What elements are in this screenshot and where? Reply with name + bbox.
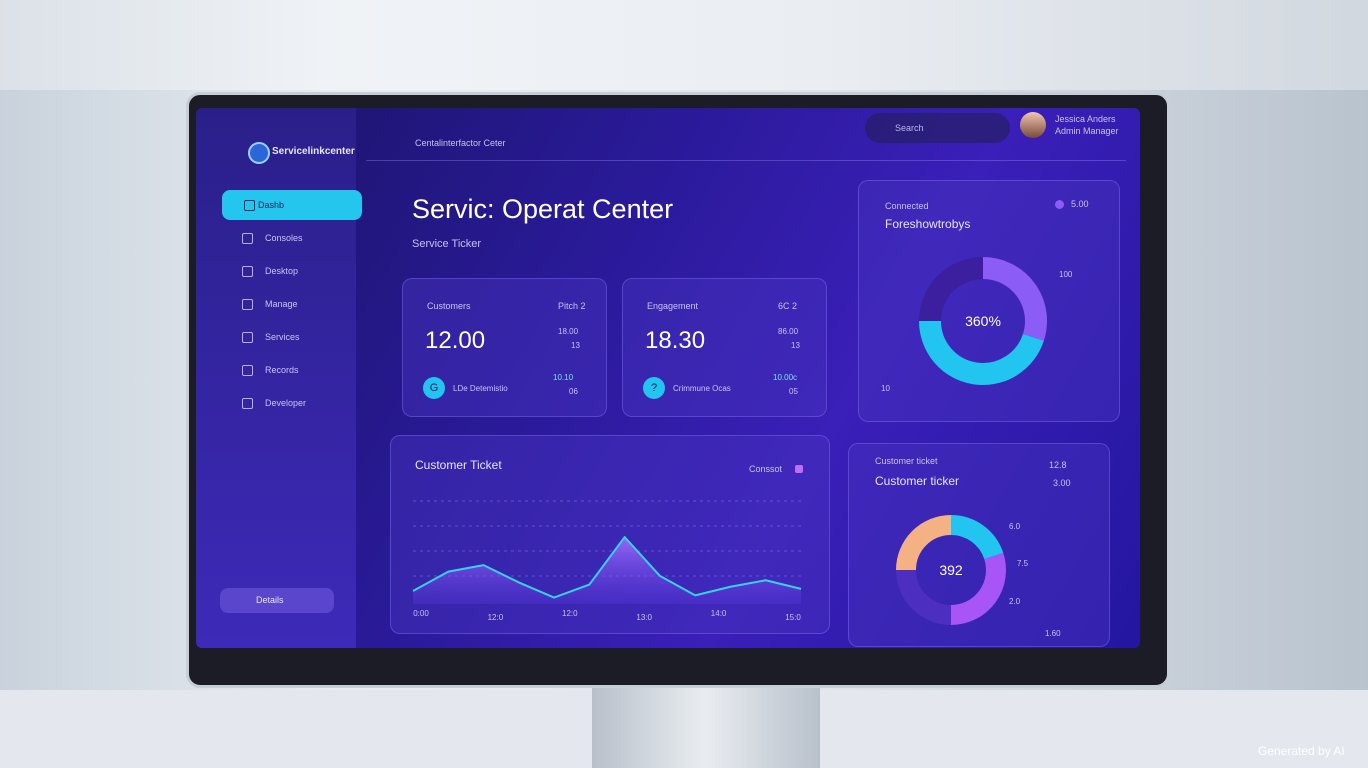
side-value: 12.8 bbox=[1049, 460, 1067, 470]
callout: 2.0 bbox=[1009, 597, 1021, 606]
card-icon: ? bbox=[643, 377, 665, 399]
sidebar: Servicelinkcenter Details Dashb Consoles D… bbox=[196, 108, 362, 648]
donut-segment bbox=[896, 569, 952, 625]
side-value: 13 bbox=[571, 341, 580, 350]
side-value: 3.00 bbox=[1053, 478, 1071, 488]
donut-segment bbox=[950, 553, 1006, 625]
avatar[interactable] bbox=[1020, 112, 1046, 138]
x-tick-label: 12:0 bbox=[562, 609, 578, 618]
area-line bbox=[412, 536, 802, 599]
donut-segment bbox=[896, 515, 952, 571]
card-foot: LDe Detemistio bbox=[453, 384, 508, 393]
card-title: Customer Ticket bbox=[415, 458, 502, 472]
donut-segment bbox=[982, 257, 1047, 341]
page-subtitle: Service Ticker bbox=[412, 238, 482, 250]
monitor-stand bbox=[592, 672, 820, 768]
legend-dot bbox=[1055, 200, 1064, 209]
area-card: Customer Ticket Conssot 0:00 12:0 12:0 13:0… bbox=[390, 435, 830, 634]
breadcrumb: Centalinterfactor Ceter bbox=[415, 138, 506, 148]
donut-segment bbox=[919, 320, 1044, 385]
nav-icon bbox=[242, 365, 253, 376]
card-label: Connected bbox=[885, 201, 929, 211]
nav-item[interactable]: Dashb bbox=[258, 200, 285, 210]
logo bbox=[248, 142, 270, 164]
nav-item[interactable]: Desktop bbox=[265, 266, 299, 276]
card-icon: G bbox=[423, 377, 445, 399]
x-tick-label: 13:0 bbox=[636, 613, 652, 622]
card-foot: Crimmune Ocas bbox=[673, 384, 731, 393]
nav-icon bbox=[242, 398, 253, 409]
donut-center: 392 bbox=[939, 562, 963, 578]
side-value: 13 bbox=[791, 341, 800, 350]
callout: 6.0 bbox=[1009, 522, 1021, 531]
callout: 7.5 bbox=[1017, 559, 1029, 568]
nav-item[interactable]: Manage bbox=[265, 299, 298, 309]
x-tick-label: 0:00 bbox=[413, 609, 429, 618]
card-label: Customer ticket bbox=[875, 456, 938, 466]
watermark: Generated by AI bbox=[1258, 744, 1345, 758]
donut-bottom-card: Customer ticket Customer ticker 12.8 3.0… bbox=[848, 443, 1110, 647]
legend-label: 5.00 bbox=[1071, 199, 1089, 209]
user-name: Jessica Anders bbox=[1055, 114, 1116, 124]
stat-card: Customers Pitch 2 12.00 18.00 13 G LDe Detemis… bbox=[402, 278, 607, 417]
legend-swatch bbox=[795, 465, 803, 473]
side-value: 86.00 bbox=[778, 327, 799, 336]
side-value: 10.10 bbox=[553, 373, 574, 382]
nav-item[interactable]: Services bbox=[265, 332, 300, 342]
nav-item[interactable]: Developer bbox=[265, 398, 307, 408]
donut-center: 360% bbox=[965, 313, 1001, 329]
card-title: Foreshowtrobys bbox=[885, 217, 971, 231]
card-label: Engagement bbox=[647, 301, 699, 311]
x-tick-label: 15:0 bbox=[785, 613, 801, 622]
area-fill bbox=[413, 537, 801, 604]
stat-card: Engagement 6C 2 18.30 86.00 13? Crimmune Ocas… bbox=[622, 278, 827, 417]
card-value: 18.30 bbox=[645, 327, 706, 354]
nav-icon bbox=[244, 200, 255, 211]
side-value: 06 bbox=[569, 387, 578, 396]
callout: 1.60 bbox=[1045, 629, 1061, 638]
x-tick-label: 14:0 bbox=[711, 609, 727, 618]
card-tag: 6C 2 bbox=[778, 301, 798, 311]
dashboard-screen: Servicelinkcenter Details Dashb Consoles D… bbox=[196, 108, 1140, 648]
area-chart: 0:00 12:0 12:0 13:0 14:0 15:0 bbox=[412, 500, 802, 622]
nav-icon bbox=[242, 332, 253, 343]
nav-icon bbox=[242, 266, 253, 277]
nav-item[interactable]: Records bbox=[265, 365, 299, 375]
window-light bbox=[0, 0, 1368, 90]
donut-segment bbox=[919, 257, 984, 322]
donut-segment bbox=[950, 515, 1004, 560]
callout: 100 bbox=[1059, 270, 1073, 279]
donut-chart: 360% 100 10 bbox=[881, 257, 1073, 393]
header-divider bbox=[366, 160, 1126, 161]
page-title: Servic: Operat Center bbox=[412, 194, 674, 224]
nav-icon bbox=[242, 233, 253, 244]
legend-label: Conssot bbox=[749, 464, 783, 474]
card-title: Customer ticker bbox=[875, 474, 960, 488]
search-box[interactable]: Search bbox=[865, 113, 1010, 143]
nav-item[interactable]: Consoles bbox=[265, 233, 303, 243]
callout: 10 bbox=[881, 384, 890, 393]
card-tag: Pitch 2 bbox=[558, 301, 586, 311]
side-value: 10.00c bbox=[773, 373, 798, 382]
x-tick-label: 12:0 bbox=[488, 613, 504, 622]
brand: Servicelinkcenter bbox=[272, 146, 355, 157]
side-value: 05 bbox=[789, 387, 798, 396]
card-value: 12.00 bbox=[425, 327, 486, 354]
footer-button[interactable]: Details bbox=[220, 588, 334, 613]
user-role: Admin Manager bbox=[1055, 126, 1119, 136]
card-label: Customers bbox=[427, 301, 471, 311]
donut-top-card: Connected Foreshowtrobys 5.00 360% 100 10 bbox=[858, 180, 1120, 422]
nav-active-bg bbox=[222, 190, 362, 220]
side-value: 18.00 bbox=[558, 327, 579, 336]
donut-chart: 392 6.0 7.5 2.0 1.60 bbox=[896, 515, 1061, 638]
nav-icon bbox=[242, 299, 253, 310]
